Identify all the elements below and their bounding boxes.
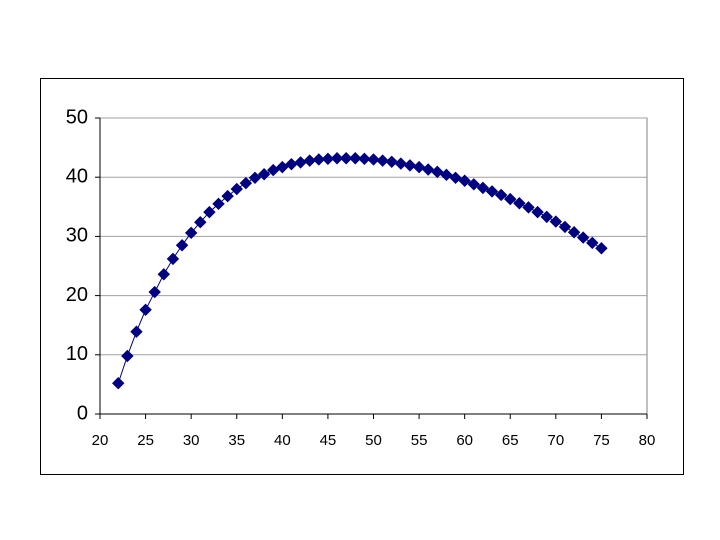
data-marker xyxy=(166,252,180,266)
x-tick-label: 45 xyxy=(320,432,337,449)
y-tick-label: 50 xyxy=(66,106,88,128)
data-marker xyxy=(558,220,572,234)
data-marker xyxy=(576,231,590,244)
data-marker xyxy=(221,189,234,203)
data-marker xyxy=(349,152,362,165)
data-marker xyxy=(130,325,143,338)
data-marker xyxy=(440,168,453,182)
data-marker xyxy=(403,159,417,172)
data-marker xyxy=(194,215,207,229)
data-marker xyxy=(112,377,125,390)
data-marker xyxy=(203,205,216,219)
data-marker xyxy=(339,152,353,165)
data-marker xyxy=(431,165,444,179)
data-marker xyxy=(504,192,517,206)
data-marker xyxy=(467,178,480,191)
y-tick-label: 40 xyxy=(66,165,88,187)
x-tick-label: 30 xyxy=(183,432,200,449)
data-marker xyxy=(330,152,344,165)
data-marker xyxy=(121,349,134,363)
data-marker xyxy=(531,205,544,219)
plot-area xyxy=(99,117,648,415)
data-marker xyxy=(184,226,198,240)
data-marker xyxy=(494,188,508,202)
data-marker xyxy=(595,242,608,255)
data-marker xyxy=(257,168,271,181)
data-marker xyxy=(276,160,289,174)
data-marker xyxy=(385,155,398,169)
y-tick-label: 30 xyxy=(66,225,88,247)
data-marker xyxy=(157,268,171,281)
x-tick-label: 60 xyxy=(456,432,473,449)
data-marker xyxy=(567,226,581,239)
x-tick-label: 80 xyxy=(639,432,656,449)
data-marker xyxy=(549,215,563,228)
data-marker xyxy=(522,201,535,214)
y-tick-label: 0 xyxy=(77,402,88,424)
data-marker xyxy=(148,285,161,299)
data-marker xyxy=(248,171,262,184)
x-tick-label: 20 xyxy=(92,432,109,449)
data-marker xyxy=(540,210,553,224)
x-tick-label: 40 xyxy=(274,432,291,449)
data-marker xyxy=(394,157,408,170)
data-marker xyxy=(449,171,462,184)
x-tick-label: 75 xyxy=(593,432,610,449)
data-marker xyxy=(586,236,599,250)
x-tick-label: 25 xyxy=(137,432,154,449)
data-marker xyxy=(367,153,380,166)
y-tick-label: 10 xyxy=(66,343,88,365)
data-marker xyxy=(412,160,426,174)
data-marker xyxy=(230,182,243,196)
data-marker xyxy=(376,154,389,167)
x-tick-label: 70 xyxy=(547,432,564,449)
data-marker xyxy=(476,181,490,195)
x-tick-label: 55 xyxy=(411,432,428,449)
data-marker xyxy=(175,239,189,252)
x-tick-label: 50 xyxy=(365,432,382,449)
data-marker xyxy=(358,152,371,166)
x-tick-label: 35 xyxy=(228,432,245,449)
data-marker xyxy=(239,176,253,190)
data-marker xyxy=(321,152,335,166)
x-tick-label: 65 xyxy=(502,432,519,449)
y-tick-label: 20 xyxy=(66,284,88,306)
data-marker xyxy=(421,163,435,176)
data-marker xyxy=(312,153,326,166)
data-marker xyxy=(485,185,499,198)
data-marker xyxy=(212,197,225,211)
data-marker xyxy=(139,303,152,317)
data-marker xyxy=(458,174,471,187)
data-marker xyxy=(267,163,280,177)
data-marker xyxy=(513,197,526,210)
